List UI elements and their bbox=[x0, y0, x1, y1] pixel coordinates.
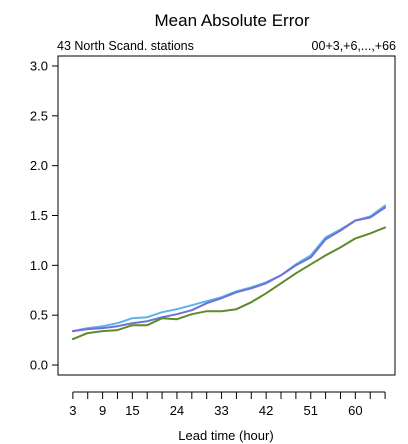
y-axis: 0.0 0.5 1.0 1.5 2.0 2.5 3.0 bbox=[30, 58, 58, 373]
y-tick-label: 2.5 bbox=[30, 108, 48, 123]
x-tick-label: 24 bbox=[170, 403, 184, 418]
y-tick-label: 2.0 bbox=[30, 158, 48, 173]
x-tick-label: 51 bbox=[304, 403, 318, 418]
x-tick-label: 42 bbox=[259, 403, 273, 418]
series-line-1 bbox=[71, 204, 387, 333]
series-line-2 bbox=[71, 206, 387, 333]
y-tick-label: 0.0 bbox=[30, 358, 48, 373]
series-line-3 bbox=[71, 226, 387, 341]
series-layer bbox=[71, 204, 387, 341]
chart-subtitle-right: 00+3,+6,...,+66 bbox=[312, 39, 396, 53]
x-tick-label: 60 bbox=[348, 403, 362, 418]
x-tick-label: 15 bbox=[125, 403, 139, 418]
x-axis-label: Lead time (hour) bbox=[178, 428, 273, 443]
x-tick-label: 33 bbox=[214, 403, 228, 418]
chart-subtitle-left: 43 North Scand. stations bbox=[57, 39, 194, 53]
y-tick-label: 1.0 bbox=[30, 258, 48, 273]
y-tick-label: 1.5 bbox=[30, 208, 48, 223]
y-tick-label: 0.5 bbox=[30, 308, 48, 323]
x-tick-label: 3 bbox=[69, 403, 76, 418]
x-axis: 3 9 15 24 33 42 51 60 bbox=[69, 391, 386, 418]
chart-title: Mean Absolute Error bbox=[155, 11, 310, 30]
x-tick-label: 9 bbox=[99, 403, 106, 418]
y-tick-label: 3.0 bbox=[30, 58, 48, 73]
